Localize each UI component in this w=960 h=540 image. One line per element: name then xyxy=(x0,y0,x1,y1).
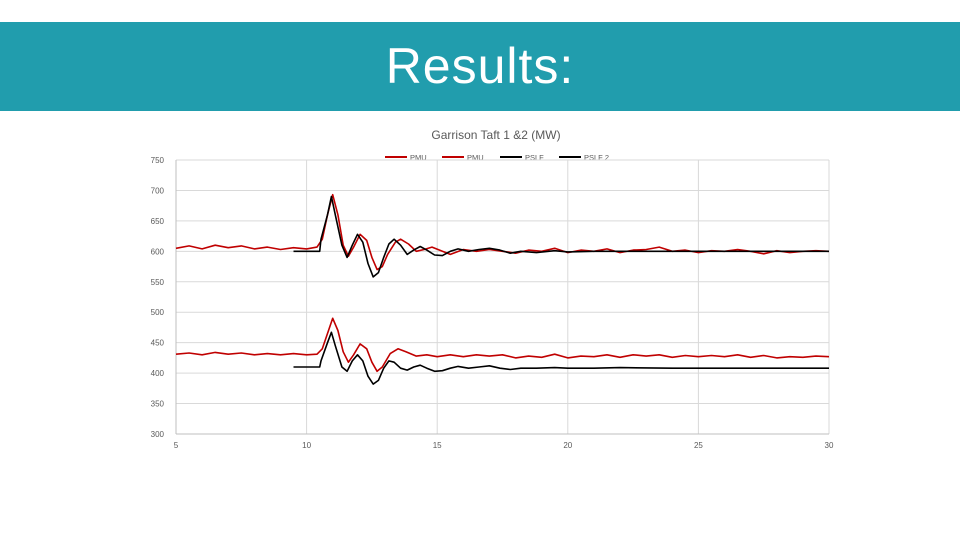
y-tick-label: 600 xyxy=(151,247,165,256)
chart-legend: PMU PMU PSLF PSLF 2 xyxy=(385,153,609,162)
slide-title: Results: xyxy=(385,38,575,94)
y-tick-label: 550 xyxy=(151,278,165,287)
series-line-1 xyxy=(175,317,830,373)
series-line-2 xyxy=(293,195,829,278)
y-tick-label: 650 xyxy=(151,217,165,226)
series-lines xyxy=(175,193,830,385)
y-tick-label: 750 xyxy=(151,156,165,165)
legend-label: PSLF 2 xyxy=(584,153,609,162)
y-tick-label: 500 xyxy=(151,308,165,317)
series-line-0 xyxy=(175,193,830,271)
x-tick-label: 10 xyxy=(302,441,311,450)
y-tick-label: 700 xyxy=(151,186,165,195)
y-tick-label: 400 xyxy=(151,369,165,378)
x-tick-label: 30 xyxy=(825,441,834,450)
y-tick-label: 300 xyxy=(151,430,165,439)
y-tick-label: 350 xyxy=(151,400,165,409)
chart-grid xyxy=(175,159,830,435)
series-line-3 xyxy=(293,331,829,385)
legend-label: PMU xyxy=(467,153,484,162)
legend-label: PSLF xyxy=(525,153,544,162)
chart-title: Garrison Taft 1 &2 (MW) xyxy=(431,128,560,142)
x-axis: 5 10 15 20 25 30 xyxy=(174,433,834,450)
y-tick-label: 450 xyxy=(151,339,165,348)
x-tick-label: 20 xyxy=(563,441,572,450)
title-banner xyxy=(0,22,960,111)
x-tick-label: 5 xyxy=(174,441,179,450)
legend-label: PMU xyxy=(410,153,427,162)
x-tick-label: 25 xyxy=(694,441,703,450)
y-axis: 300 350 400 450 500 550 600 650 700 750 xyxy=(151,156,177,439)
x-tick-label: 15 xyxy=(433,441,442,450)
